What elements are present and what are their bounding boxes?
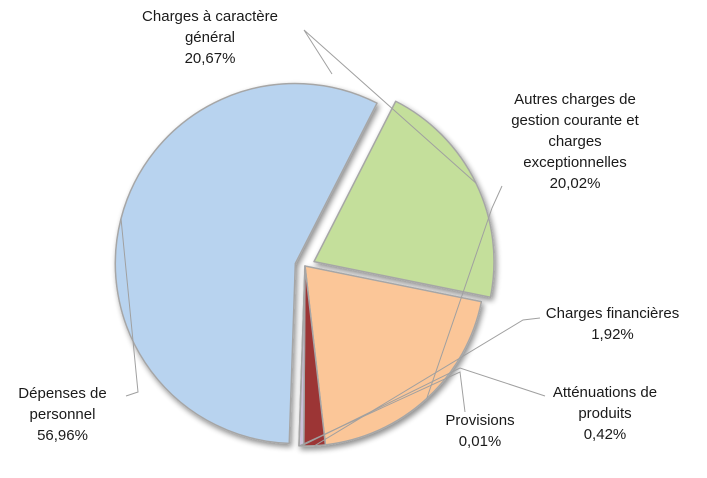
label-depenses-personnel: Dépenses de personnel 56,96% xyxy=(0,383,125,446)
leader-line-0 xyxy=(303,29,477,184)
label-provisions: Provisions 0,01% xyxy=(430,410,530,452)
slice-label: Charges à caractère général xyxy=(142,8,278,46)
slice-label: Provisions xyxy=(445,412,515,429)
leader-line-5 xyxy=(120,218,139,397)
slice-label: Autres charges de gestion courante et ch… xyxy=(511,91,639,171)
label-autres-charges: Autres charges de gestion courante et ch… xyxy=(490,89,660,194)
slice-label: Charges financières xyxy=(545,305,680,322)
label-charges-caractere-general: Charges à caractère général 20,67% xyxy=(120,6,300,69)
slice-value: 1,92% xyxy=(591,326,634,343)
slice-label: Dépenses de personnel xyxy=(18,385,107,423)
slice-value: 0,42% xyxy=(583,426,627,443)
label-attenuations-produits: Atténuations de produits 0,42% xyxy=(535,382,675,445)
label-charges-financieres: Charges financières 1,92% xyxy=(530,303,695,345)
slice-value: 56,96% xyxy=(37,427,88,444)
slice-label: Atténuations de produits xyxy=(552,384,658,422)
leader-line-4 xyxy=(298,371,466,447)
leader-line-2 xyxy=(314,317,541,447)
slice-value: 0,01% xyxy=(458,433,502,450)
leader-line-1 xyxy=(426,185,503,399)
slice-value: 20,02% xyxy=(549,175,601,192)
slice-value: 20,67% xyxy=(184,50,236,67)
